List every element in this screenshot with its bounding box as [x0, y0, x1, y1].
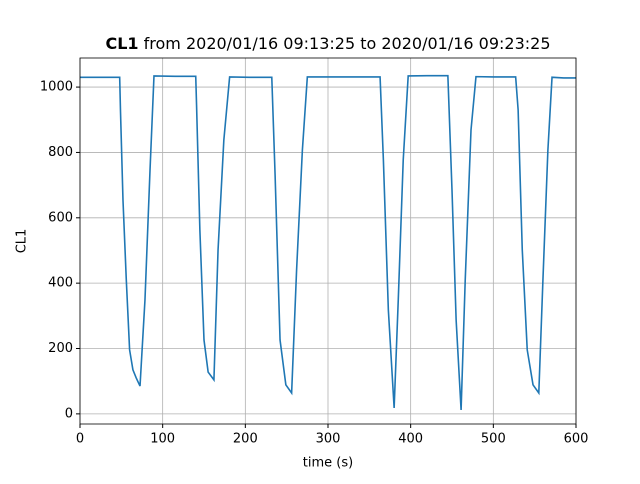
x-tick-label: 600 [564, 432, 589, 447]
y-tick-label: 200 [48, 341, 73, 356]
y-tick-label: 800 [48, 145, 73, 160]
plot-frame [79, 57, 577, 425]
title-text: from 2020/01/16 09:13:25 to 2020/01/16 0… [144, 34, 551, 53]
x-tick-label: 200 [233, 432, 258, 447]
y-tick-label: 1000 [40, 80, 73, 95]
y-tick-label: 0 [65, 406, 73, 421]
y-tick-label: 400 [48, 276, 73, 291]
x-tick-label: 100 [150, 432, 175, 447]
data-line [80, 74, 576, 410]
y-axis-label: CL1 [15, 229, 30, 254]
chart-title: CL1 from 2020/01/16 09:13:25 to 2020/01/… [105, 34, 550, 53]
x-tick-label: 0 [76, 432, 84, 447]
x-tick-label: 500 [481, 432, 506, 447]
x-tick-label: 300 [316, 432, 341, 447]
title-bold: CL1 [105, 34, 138, 53]
x-axis-label: time (s) [303, 456, 353, 471]
x-tick-label: 400 [398, 432, 423, 447]
y-tick-label: 600 [48, 210, 73, 225]
